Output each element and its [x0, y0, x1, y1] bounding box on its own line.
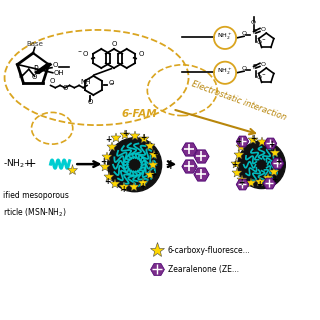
Text: Electrostatic interaction: Electrostatic interaction [190, 80, 287, 122]
Text: P: P [252, 64, 256, 70]
Circle shape [238, 141, 285, 188]
Text: O: O [251, 20, 256, 25]
Text: -NH$_2$+: -NH$_2$+ [3, 158, 32, 170]
Text: O: O [242, 66, 247, 71]
Text: O: O [50, 78, 55, 84]
Text: O: O [139, 51, 144, 57]
Text: $^-$O: $^-$O [76, 49, 89, 58]
Text: O: O [52, 62, 58, 68]
Text: Base: Base [26, 41, 43, 47]
Text: +: + [165, 158, 177, 172]
Text: O: O [62, 84, 68, 91]
Text: +: + [120, 185, 127, 194]
Text: +: + [101, 157, 107, 166]
Text: O: O [260, 62, 266, 67]
Text: +: + [275, 157, 281, 166]
Text: +: + [150, 170, 157, 179]
Text: P: P [33, 65, 37, 74]
Text: +: + [105, 135, 111, 144]
Text: +: + [231, 160, 238, 169]
Text: +: + [236, 137, 242, 146]
Text: O: O [108, 80, 114, 86]
Text: rticle (MSN-NH$_2$): rticle (MSN-NH$_2$) [3, 206, 67, 219]
Text: O: O [32, 74, 37, 80]
Text: Zearalenone (ZE...: Zearalenone (ZE... [168, 265, 239, 274]
Text: +: + [140, 133, 147, 142]
Text: +: + [238, 178, 244, 187]
Text: O: O [111, 41, 117, 47]
Text: H: H [19, 74, 24, 79]
Text: +: + [104, 177, 110, 186]
Text: +: + [271, 175, 277, 185]
Circle shape [108, 138, 162, 192]
Text: P: P [252, 29, 256, 35]
Text: +: + [251, 134, 257, 143]
Text: O: O [260, 27, 266, 32]
Text: OH: OH [53, 70, 64, 76]
Text: O: O [242, 31, 247, 36]
Text: +: + [122, 130, 128, 139]
Text: ified mesoporous: ified mesoporous [3, 191, 69, 200]
Text: +: + [256, 180, 262, 189]
Text: +: + [152, 149, 158, 158]
Text: +: + [139, 182, 145, 191]
Text: O: O [88, 99, 93, 105]
Text: NH$_2^+$: NH$_2^+$ [217, 67, 233, 77]
Text: +: + [268, 140, 274, 148]
Text: 6-carboxy-fluoresce...: 6-carboxy-fluoresce... [168, 246, 251, 255]
Text: NH: NH [80, 78, 91, 84]
Text: O$^-$: O$^-$ [256, 38, 267, 46]
Text: NH$_2^+$: NH$_2^+$ [217, 32, 233, 42]
Text: O$^-$: O$^-$ [256, 73, 267, 81]
Text: 6-FAM: 6-FAM [122, 109, 157, 119]
Text: +: + [25, 157, 36, 170]
Text: $^-$: $^-$ [108, 80, 115, 89]
